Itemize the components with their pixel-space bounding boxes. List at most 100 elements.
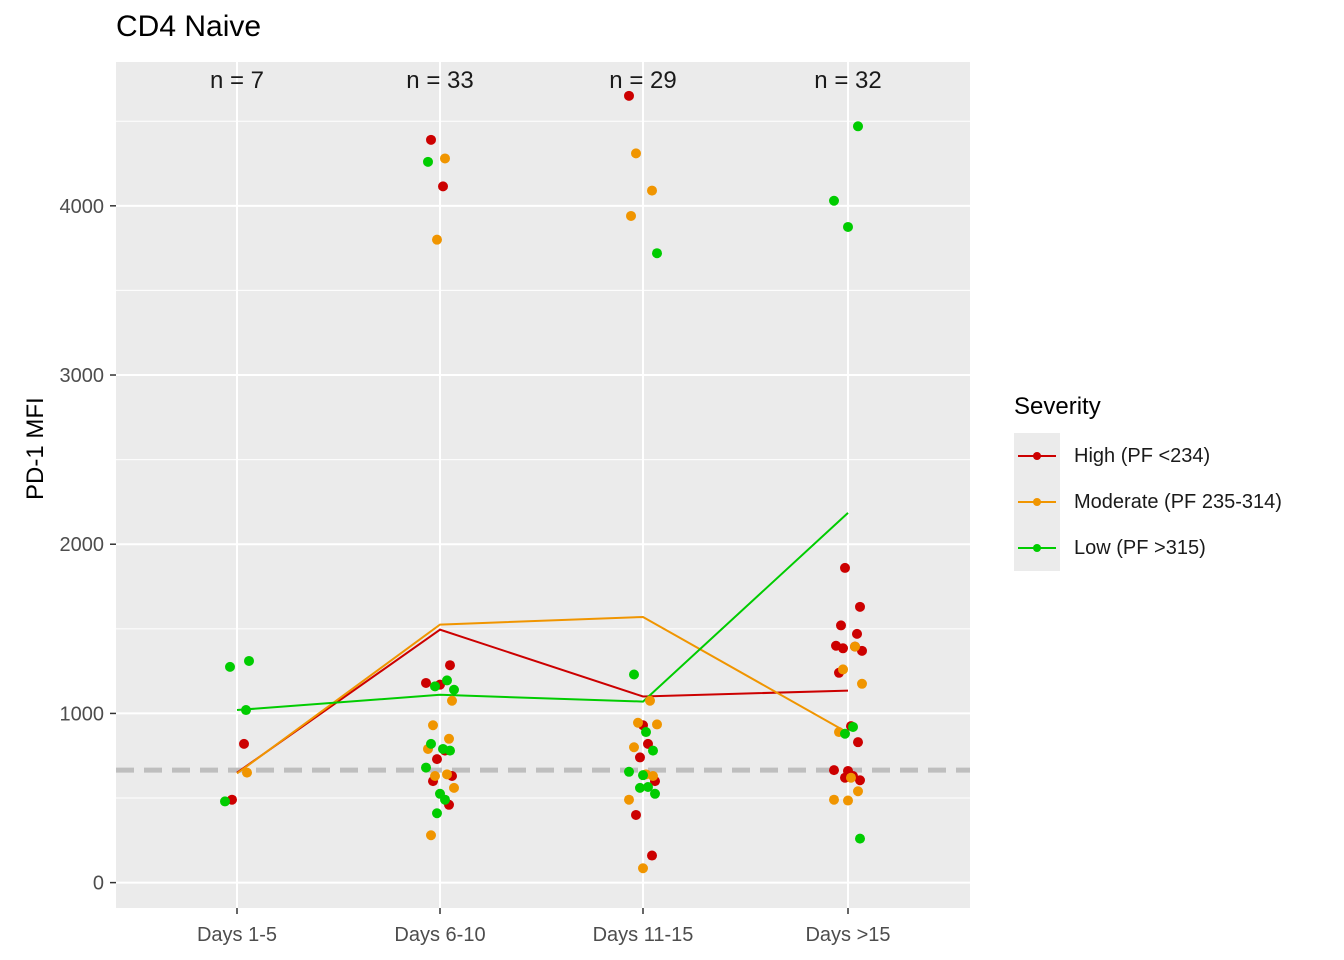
data-point (846, 772, 856, 783)
data-point (244, 655, 254, 666)
data-point (432, 234, 442, 245)
data-point (624, 766, 634, 777)
data-point (829, 794, 839, 805)
data-point (838, 643, 848, 654)
legend-item-high: High (PF <234) (1014, 433, 1282, 479)
legend-label-low: Low (PF >315) (1074, 536, 1206, 559)
data-point (638, 863, 648, 874)
data-point (853, 737, 863, 748)
data-point (848, 721, 858, 732)
legend-label-moderate: Moderate (PF 235-314) (1074, 490, 1282, 513)
x-tick-label: Days 1-5 (197, 924, 277, 946)
data-point (449, 782, 459, 793)
data-point (650, 788, 660, 799)
data-point (652, 719, 662, 730)
data-point (840, 562, 850, 573)
data-point (648, 745, 658, 756)
legend-key-moderate (1014, 479, 1060, 525)
data-point (426, 738, 436, 749)
data-point (850, 641, 860, 652)
data-point (647, 850, 657, 861)
data-point (855, 601, 865, 612)
mean-line-1 (236, 615, 849, 775)
legend: Severity High (PF <234) Moderate (PF 235… (1014, 393, 1282, 571)
data-point (631, 148, 641, 159)
data-point (624, 794, 634, 805)
data-point (421, 762, 431, 773)
data-point (624, 90, 634, 101)
sample-size-annotation: n = 7 (210, 67, 264, 94)
data-point (652, 248, 662, 259)
data-point (426, 830, 436, 841)
data-point (225, 661, 235, 672)
x-tick-label: Days 6-10 (394, 924, 485, 946)
data-point (647, 185, 657, 196)
data-point (645, 695, 655, 706)
y-tick-label: 0 (93, 873, 104, 895)
data-point (220, 796, 230, 807)
sample-size-annotation: n = 33 (406, 67, 473, 94)
data-point (447, 695, 457, 706)
data-point (638, 770, 648, 781)
data-point (445, 745, 455, 756)
y-tick-label: 2000 (60, 534, 105, 556)
data-point (852, 628, 862, 639)
data-point (445, 660, 455, 671)
data-point (855, 775, 865, 786)
data-point (242, 767, 252, 778)
data-point (440, 794, 450, 805)
data-point (840, 728, 850, 739)
data-point (241, 705, 251, 716)
data-point (855, 833, 865, 844)
data-point (648, 771, 658, 782)
data-point (239, 738, 249, 749)
chart-title: CD4 Naive (116, 10, 262, 43)
data-point (643, 782, 653, 793)
data-point (421, 677, 431, 688)
y-tick-label: 4000 (60, 196, 105, 218)
data-point (853, 121, 863, 132)
data-point (629, 669, 639, 680)
data-point (631, 809, 641, 820)
data-point (629, 742, 639, 753)
data-point (829, 195, 839, 206)
data-point (428, 720, 438, 731)
x-tick-label: Days 11-15 (593, 924, 694, 946)
data-point (440, 153, 450, 164)
mean-line-0 (236, 628, 849, 774)
x-tick-label: Days >15 (805, 924, 890, 946)
data-point (633, 717, 643, 728)
mean-line-2 (236, 512, 849, 712)
data-point (853, 786, 863, 797)
data-point (836, 620, 846, 631)
data-point (635, 752, 645, 763)
legend-item-moderate: Moderate (PF 235-314) (1014, 479, 1282, 525)
y-tick-label: 1000 (60, 703, 105, 725)
data-point (857, 678, 867, 689)
data-point (829, 765, 839, 776)
legend-title: Severity (1014, 393, 1101, 420)
data-point (430, 681, 440, 692)
data-point (442, 769, 452, 780)
data-point (449, 684, 459, 695)
sample-size-annotation: n = 29 (609, 67, 676, 94)
data-point (838, 664, 848, 675)
data-point (432, 808, 442, 819)
data-point (426, 134, 436, 145)
data-point (438, 181, 448, 192)
data-point (843, 221, 853, 232)
legend-key-high (1014, 433, 1060, 479)
data-point (641, 727, 651, 738)
legend-item-low: Low (PF >315) (1014, 525, 1282, 571)
legend-label-high: High (PF <234) (1074, 444, 1211, 467)
data-point (444, 733, 454, 744)
panel-background (116, 62, 970, 908)
data-point (423, 156, 433, 167)
y-tick-label: 3000 (60, 365, 105, 387)
sample-size-annotation: n = 32 (814, 67, 881, 94)
data-point (432, 754, 442, 765)
data-point (635, 782, 645, 793)
data-point (442, 675, 452, 686)
data-point (843, 795, 853, 806)
